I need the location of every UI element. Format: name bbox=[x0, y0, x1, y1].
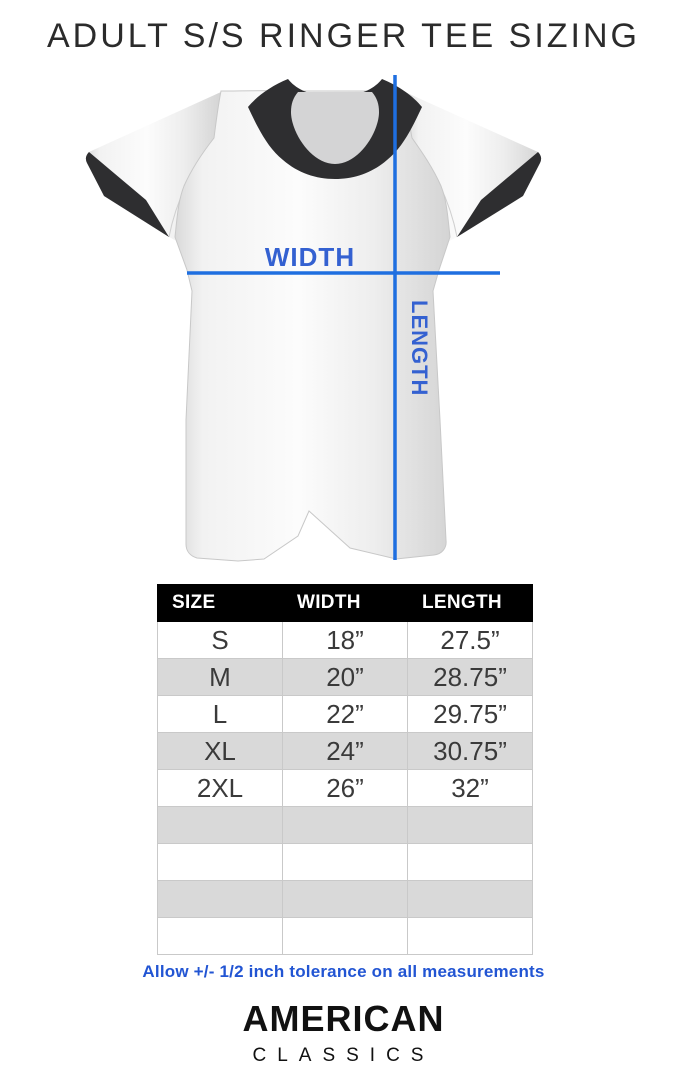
svg-text:WIDTH: WIDTH bbox=[265, 242, 355, 272]
svg-text:LENGTH: LENGTH bbox=[407, 300, 432, 396]
